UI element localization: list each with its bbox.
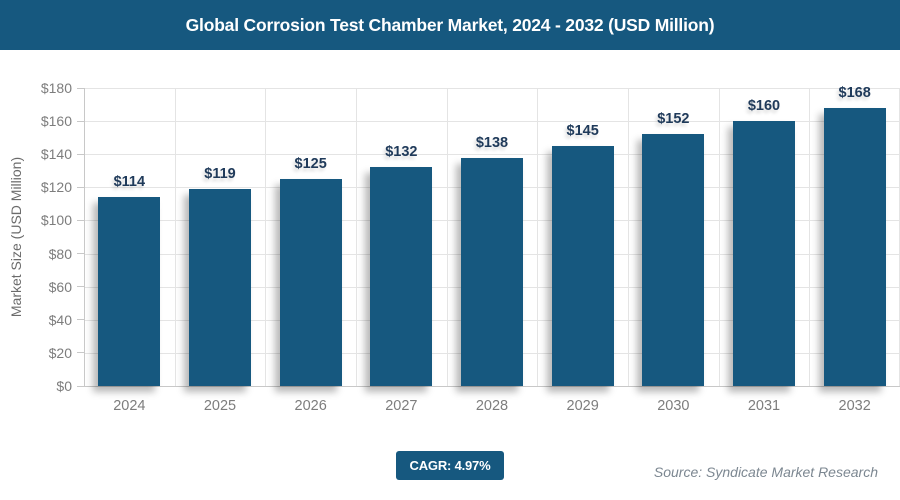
bar[interactable] bbox=[189, 189, 251, 386]
y-tick bbox=[77, 120, 84, 122]
x-tick-label: 2029 bbox=[566, 398, 599, 414]
bar[interactable] bbox=[279, 179, 342, 386]
v-gridline bbox=[628, 88, 629, 386]
bar-value-label: $114 bbox=[113, 174, 146, 191]
x-tick-label: 2024 bbox=[113, 398, 146, 414]
v-gridline bbox=[174, 88, 176, 386]
source-attribution: Source: Syndicate Market Research bbox=[653, 464, 878, 480]
y-tick bbox=[77, 385, 84, 387]
bar[interactable] bbox=[370, 167, 433, 386]
h-gridline bbox=[84, 154, 900, 156]
y-tick-label: $20 bbox=[48, 344, 72, 361]
x-axis-line bbox=[77, 386, 900, 387]
bar-value-label: $145 bbox=[566, 122, 599, 139]
v-gridline bbox=[265, 88, 267, 386]
y-tick-label: $140 bbox=[40, 146, 72, 163]
chart-title: Global Corrosion Test Chamber Market, 20… bbox=[185, 14, 715, 35]
bar-value-label: $168 bbox=[838, 84, 871, 101]
y-tick bbox=[77, 352, 84, 354]
bar-value-label: $160 bbox=[747, 98, 781, 115]
h-gridline bbox=[84, 121, 900, 123]
y-tick bbox=[77, 186, 84, 188]
bar[interactable] bbox=[461, 157, 523, 386]
bar-value-label: $119 bbox=[204, 165, 236, 182]
y-tick bbox=[77, 219, 84, 221]
chart-title-bar: Global Corrosion Test Chamber Market, 20… bbox=[0, 0, 900, 50]
y-tick-label: $120 bbox=[40, 179, 72, 196]
h-gridline bbox=[84, 88, 900, 89]
x-tick-label: 2027 bbox=[385, 398, 418, 414]
x-tick-label: 2026 bbox=[294, 398, 327, 414]
v-gridline bbox=[809, 88, 811, 386]
x-tick-label: 2025 bbox=[203, 398, 237, 414]
x-tick-label: 2032 bbox=[838, 398, 871, 414]
bar[interactable] bbox=[551, 145, 614, 386]
y-axis-line bbox=[84, 88, 85, 386]
y-tick-label: $60 bbox=[48, 278, 72, 295]
y-tick-label: $0 bbox=[56, 378, 72, 394]
bar-value-label: $132 bbox=[385, 144, 418, 161]
bar[interactable] bbox=[642, 134, 705, 386]
y-tick bbox=[77, 153, 84, 155]
y-tick bbox=[77, 319, 84, 321]
y-tick bbox=[77, 253, 84, 255]
y-tick bbox=[77, 286, 84, 288]
bar-value-label: $125 bbox=[294, 156, 327, 173]
x-tick-label: 2030 bbox=[657, 398, 690, 414]
bar[interactable] bbox=[733, 121, 795, 386]
y-tick-label: $180 bbox=[40, 80, 72, 96]
y-tick-label: $100 bbox=[40, 212, 72, 229]
bar[interactable] bbox=[98, 197, 161, 386]
bar[interactable] bbox=[823, 107, 886, 386]
y-tick-label: $40 bbox=[48, 311, 72, 328]
v-gridline bbox=[718, 88, 720, 386]
x-tick-label: 2028 bbox=[475, 398, 509, 414]
bar-value-label: $138 bbox=[475, 134, 509, 151]
cagr-badge: CAGR: 4.97% bbox=[396, 451, 504, 480]
v-gridline bbox=[356, 88, 357, 386]
y-tick-label: $80 bbox=[48, 245, 72, 262]
y-tick-label: $160 bbox=[40, 113, 72, 130]
bar-value-label: $152 bbox=[657, 111, 690, 128]
y-tick bbox=[77, 87, 84, 89]
v-gridline bbox=[537, 88, 539, 386]
plot-area: Market Size (USD Million) $0 $20 $40 $60 $80… bbox=[8, 80, 900, 414]
v-gridline bbox=[446, 88, 448, 386]
x-tick-label: 2031 bbox=[747, 398, 781, 414]
